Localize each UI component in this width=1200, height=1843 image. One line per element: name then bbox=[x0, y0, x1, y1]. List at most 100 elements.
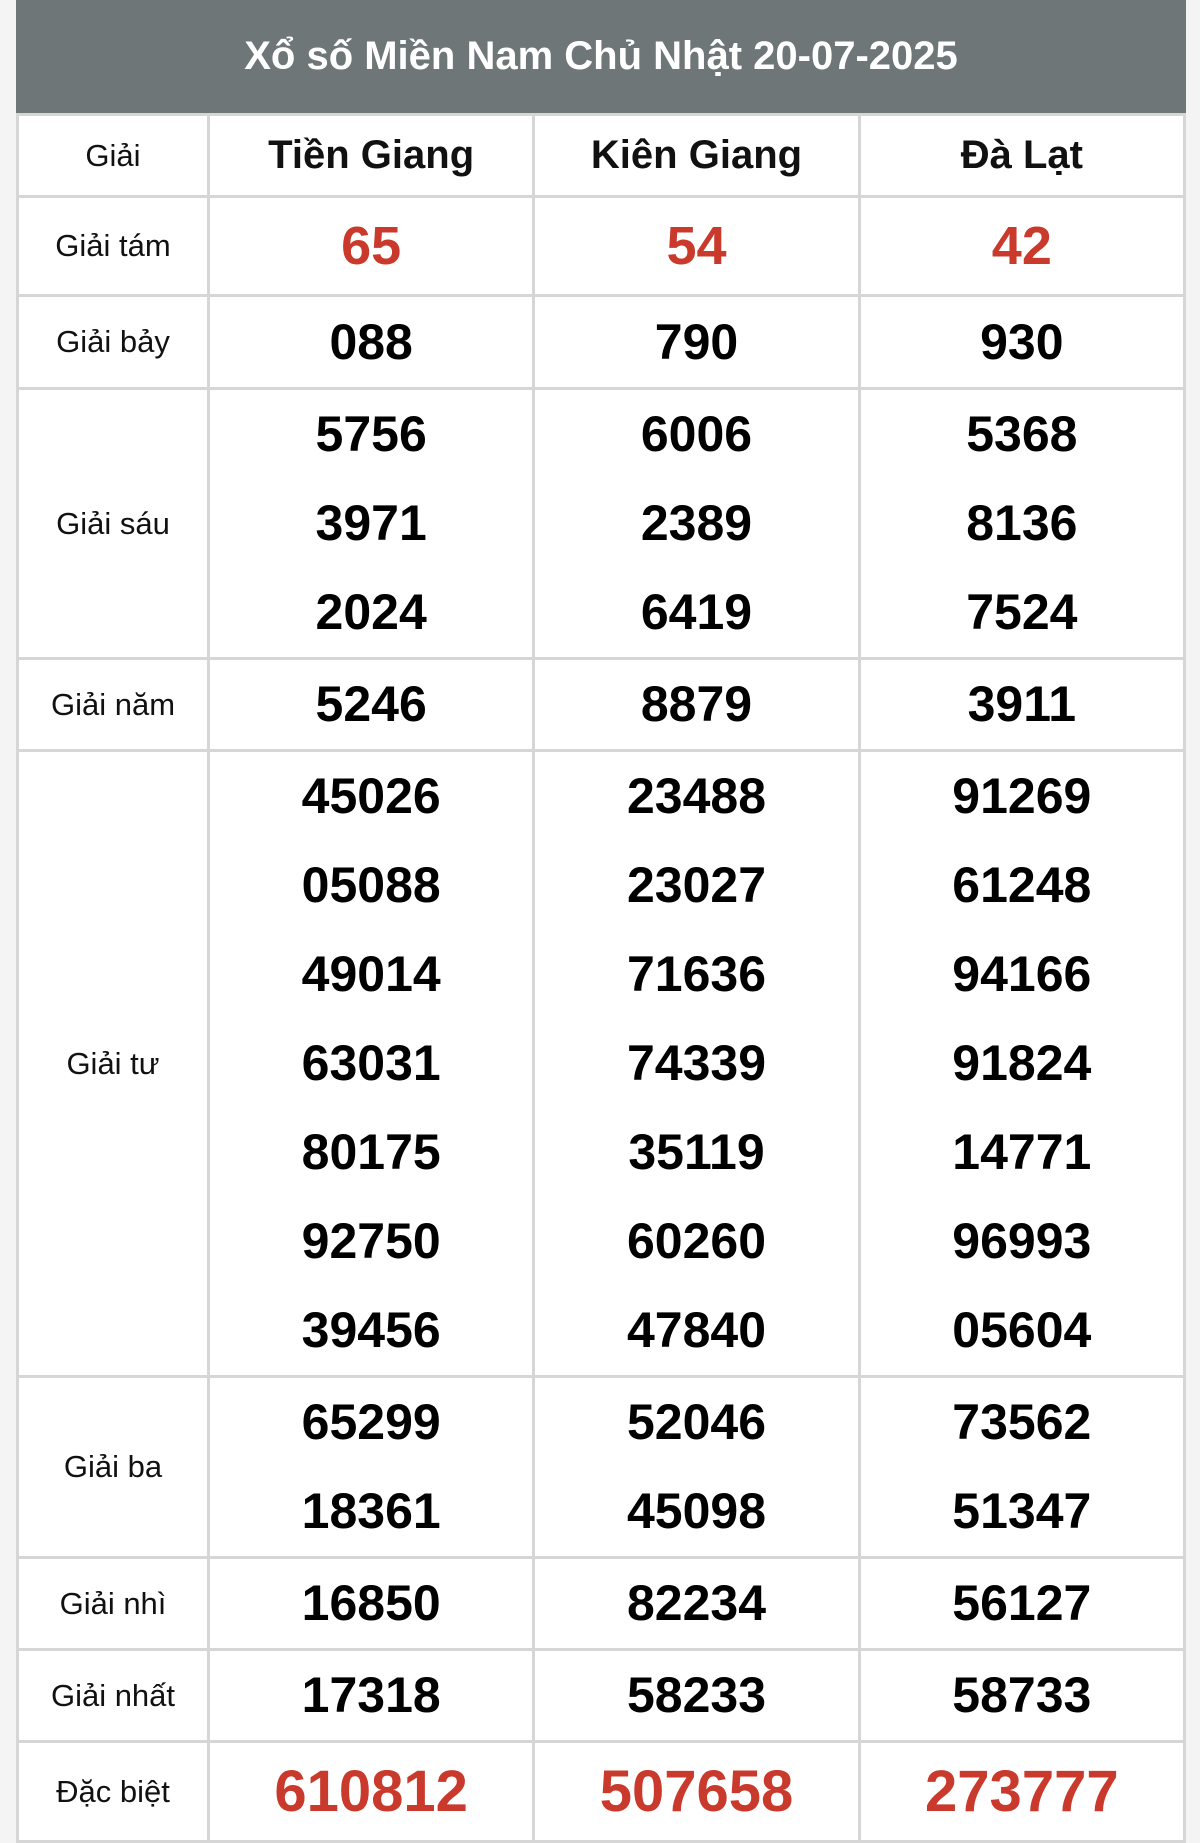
result-number: 63031 bbox=[301, 1035, 441, 1091]
result-number: 42 bbox=[991, 215, 1052, 276]
result-number: 8879 bbox=[640, 676, 753, 732]
prize-row: Giải bảy 088 790 930 bbox=[16, 294, 1187, 390]
result-cell: 8879 bbox=[532, 657, 861, 752]
result-number: 17318 bbox=[301, 1667, 441, 1723]
prize-row: Giải năm 5246 8879 3911 bbox=[16, 657, 1187, 752]
prize-label: Giải sáu bbox=[16, 387, 210, 660]
result-number: 56127 bbox=[952, 1575, 1092, 1631]
result-number: 73562 bbox=[952, 1394, 1092, 1450]
result-number: 6006 bbox=[640, 406, 753, 462]
result-number: 5246 bbox=[315, 676, 427, 732]
result-cell: 65 bbox=[206, 195, 536, 297]
result-cell: 3911 bbox=[857, 657, 1187, 752]
result-cell: 56127 bbox=[857, 1556, 1187, 1651]
result-number: 790 bbox=[654, 313, 739, 370]
prize-row: Giải sáu 5756 3971 2024 6006 2389 6419 5368 8136… bbox=[16, 387, 1187, 660]
result-number: 05088 bbox=[301, 857, 441, 913]
province-header: Đà Lạt bbox=[857, 113, 1187, 198]
result-cell: 45026 05088 49014 63031 80175 92750 39456 bbox=[206, 749, 536, 1378]
result-number: 60260 bbox=[626, 1213, 767, 1269]
prize-row: Giải tám 65 54 42 bbox=[16, 195, 1187, 297]
prize-row: Giải nhất 17318 58233 58733 bbox=[16, 1648, 1187, 1743]
result-number: 65 bbox=[341, 215, 402, 276]
result-cell: 54 bbox=[532, 195, 861, 297]
result-cell: 73562 51347 bbox=[857, 1375, 1187, 1559]
result-number: 45098 bbox=[626, 1483, 767, 1539]
result-number: 54 bbox=[666, 215, 727, 276]
result-number: 39456 bbox=[301, 1302, 441, 1358]
result-number: 273777 bbox=[925, 1759, 1119, 1824]
result-number: 47840 bbox=[626, 1302, 767, 1358]
result-cell: 17318 bbox=[206, 1648, 536, 1743]
result-cell: 65299 18361 bbox=[206, 1375, 536, 1559]
result-cell: 23488 23027 71636 74339 35119 60260 47840 bbox=[532, 749, 861, 1378]
result-number: 49014 bbox=[301, 946, 441, 1002]
prize-label: Giải tám bbox=[16, 195, 210, 297]
result-number: 51347 bbox=[952, 1483, 1092, 1539]
province-header: Tiền Giang bbox=[206, 113, 536, 198]
result-number: 05604 bbox=[952, 1302, 1092, 1358]
result-number: 80175 bbox=[301, 1124, 441, 1180]
prize-label: Đặc biệt bbox=[16, 1740, 210, 1843]
page-title: Xổ số Miền Nam Chủ Nhật 20-07-2025 bbox=[16, 0, 1186, 113]
result-cell: 52046 45098 bbox=[532, 1375, 861, 1559]
result-number: 91269 bbox=[952, 768, 1092, 824]
result-number: 74339 bbox=[626, 1035, 767, 1091]
prize-label: Giải năm bbox=[16, 657, 210, 752]
result-number: 23027 bbox=[626, 857, 767, 913]
result-cell: 82234 bbox=[532, 1556, 861, 1651]
result-cell: 5246 bbox=[206, 657, 536, 752]
result-number: 507658 bbox=[599, 1759, 794, 1824]
prize-row: Giải tư 45026 05088 49014 63031 80175 92750 394… bbox=[16, 749, 1187, 1378]
result-number: 3911 bbox=[967, 676, 1077, 732]
result-number: 5756 bbox=[315, 406, 427, 462]
prize-label: Giải ba bbox=[16, 1375, 210, 1559]
result-number: 2389 bbox=[640, 495, 753, 551]
result-cell: 5756 3971 2024 bbox=[206, 387, 536, 660]
result-number: 16850 bbox=[301, 1575, 441, 1631]
result-number: 2024 bbox=[315, 584, 427, 640]
result-number: 61248 bbox=[952, 857, 1092, 913]
result-number: 58233 bbox=[626, 1667, 767, 1723]
result-cell: 273777 bbox=[857, 1740, 1187, 1843]
result-cell: 16850 bbox=[206, 1556, 536, 1651]
result-number: 82234 bbox=[626, 1575, 767, 1631]
result-number: 65299 bbox=[301, 1394, 441, 1450]
result-number: 96993 bbox=[952, 1213, 1092, 1269]
prize-label: Giải nhất bbox=[16, 1648, 210, 1743]
result-cell: 507658 bbox=[532, 1740, 861, 1843]
prize-row: Đặc biệt 610812 507658 273777 bbox=[16, 1740, 1187, 1843]
prize-row: Giải ba 65299 18361 52046 45098 73562 51347 bbox=[16, 1375, 1187, 1559]
result-number: 23488 bbox=[626, 768, 767, 824]
result-number: 91824 bbox=[952, 1035, 1092, 1091]
result-cell: 088 bbox=[206, 294, 536, 390]
prize-label: Giải nhì bbox=[16, 1556, 210, 1651]
result-number: 58733 bbox=[952, 1667, 1092, 1723]
result-number: 088 bbox=[329, 313, 413, 370]
results-table-container: Xổ số Miền Nam Chủ Nhật 20-07-2025 Giải … bbox=[16, 0, 1187, 1843]
result-number: 6419 bbox=[640, 584, 753, 640]
result-cell: 42 bbox=[857, 195, 1187, 297]
result-cell: 930 bbox=[857, 294, 1187, 390]
result-number: 8136 bbox=[966, 495, 1078, 551]
result-number: 7524 bbox=[966, 584, 1078, 640]
result-number: 35119 bbox=[628, 1124, 765, 1180]
result-cell: 6006 2389 6419 bbox=[532, 387, 861, 660]
result-number: 930 bbox=[980, 313, 1064, 370]
result-cell: 790 bbox=[532, 294, 861, 390]
result-number: 52046 bbox=[626, 1394, 767, 1450]
prize-label: Giải bảy bbox=[16, 294, 210, 390]
result-number: 45026 bbox=[301, 768, 441, 824]
result-cell: 5368 8136 7524 bbox=[857, 387, 1187, 660]
prize-column-header: Giải bbox=[16, 113, 210, 198]
result-number: 14771 bbox=[952, 1124, 1092, 1180]
result-number: 3971 bbox=[315, 495, 427, 551]
result-number: 92750 bbox=[301, 1213, 441, 1269]
results-table: Giải Tiền Giang Kiên Giang Đà Lạt Giải t… bbox=[16, 113, 1187, 1843]
result-cell: 58233 bbox=[532, 1648, 861, 1743]
result-number: 94166 bbox=[952, 946, 1092, 1002]
result-number: 18361 bbox=[301, 1483, 441, 1539]
result-number: 71636 bbox=[626, 946, 767, 1002]
prize-label: Giải tư bbox=[16, 749, 210, 1378]
prize-row: Giải nhì 16850 82234 56127 bbox=[16, 1556, 1187, 1651]
